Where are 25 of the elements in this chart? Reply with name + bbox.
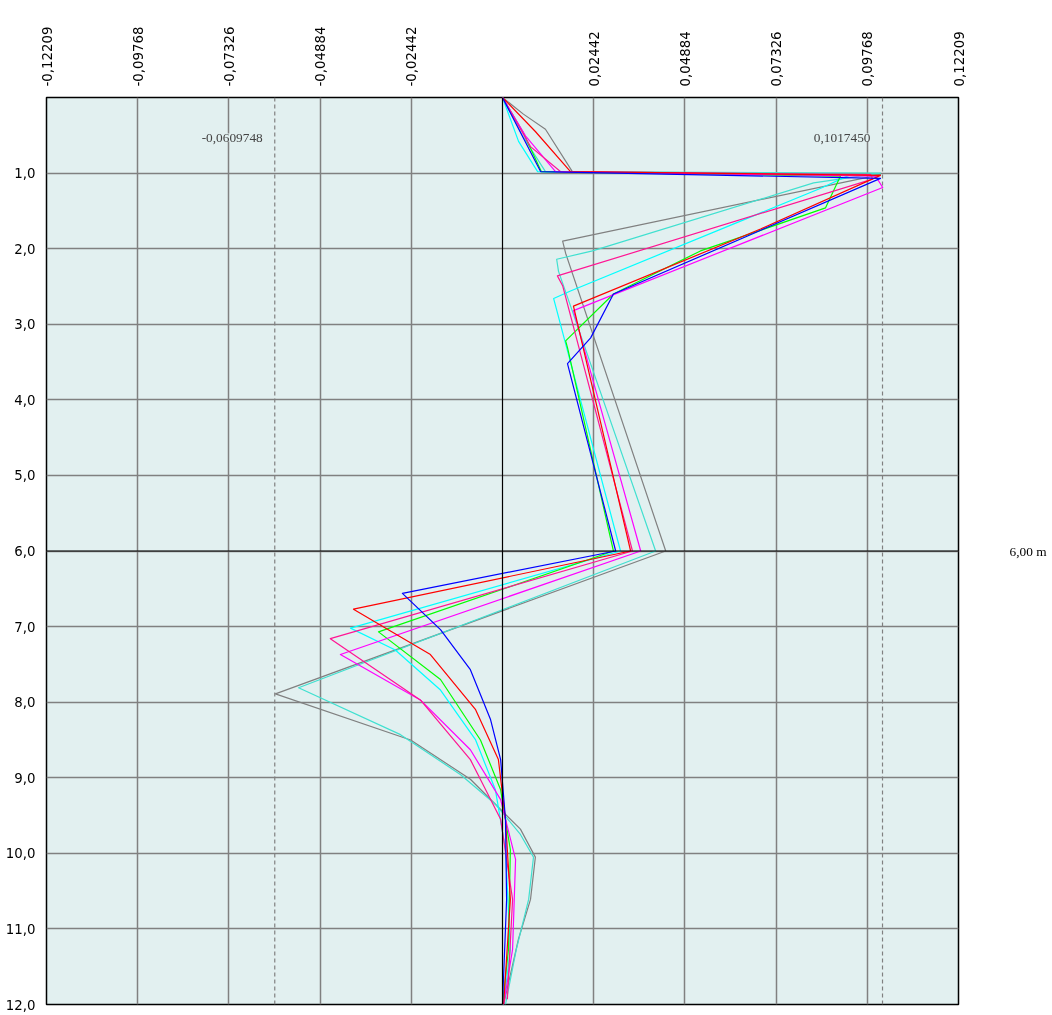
ref-line-label: 0,1017450 bbox=[813, 129, 871, 145]
x-tick-label: 0,04884 bbox=[677, 31, 693, 87]
x-tick-label: -0,04884 bbox=[313, 26, 329, 87]
y-tick-label: 10,0 bbox=[5, 846, 36, 862]
x-tick-label: 0,02442 bbox=[586, 31, 602, 87]
x-tick-label: -0,07326 bbox=[221, 26, 237, 87]
y-tick-label: 5,0 bbox=[14, 468, 36, 484]
y-tick-label: 11,0 bbox=[5, 921, 36, 937]
ref-line-label: 6,00 m bbox=[1009, 543, 1048, 559]
y-tick-label: 4,0 bbox=[14, 392, 36, 408]
x-tick-label: -0,12209 bbox=[39, 26, 55, 87]
x-tick-label: -0,09768 bbox=[130, 26, 146, 87]
y-tick-label: 7,0 bbox=[14, 619, 36, 635]
y-tick-label: 12,0 bbox=[5, 997, 36, 1013]
x-tick-label: 0,09768 bbox=[860, 31, 876, 87]
y-tick-label: 2,0 bbox=[14, 241, 36, 257]
y-tick-label: 6,0 bbox=[14, 544, 36, 559]
y-tick-label: 1,0 bbox=[14, 166, 36, 182]
x-tick-label: 0,12209 bbox=[951, 31, 967, 87]
x-tick-label: -0,02442 bbox=[404, 26, 420, 87]
x-tick-label: 0,07326 bbox=[769, 31, 785, 87]
ref-line-label: -0,0609748 bbox=[201, 129, 264, 145]
y-tick-label: 9,0 bbox=[14, 770, 36, 786]
y-tick-label: 8,0 bbox=[14, 695, 36, 711]
y-tick-label: 3,0 bbox=[14, 317, 36, 333]
